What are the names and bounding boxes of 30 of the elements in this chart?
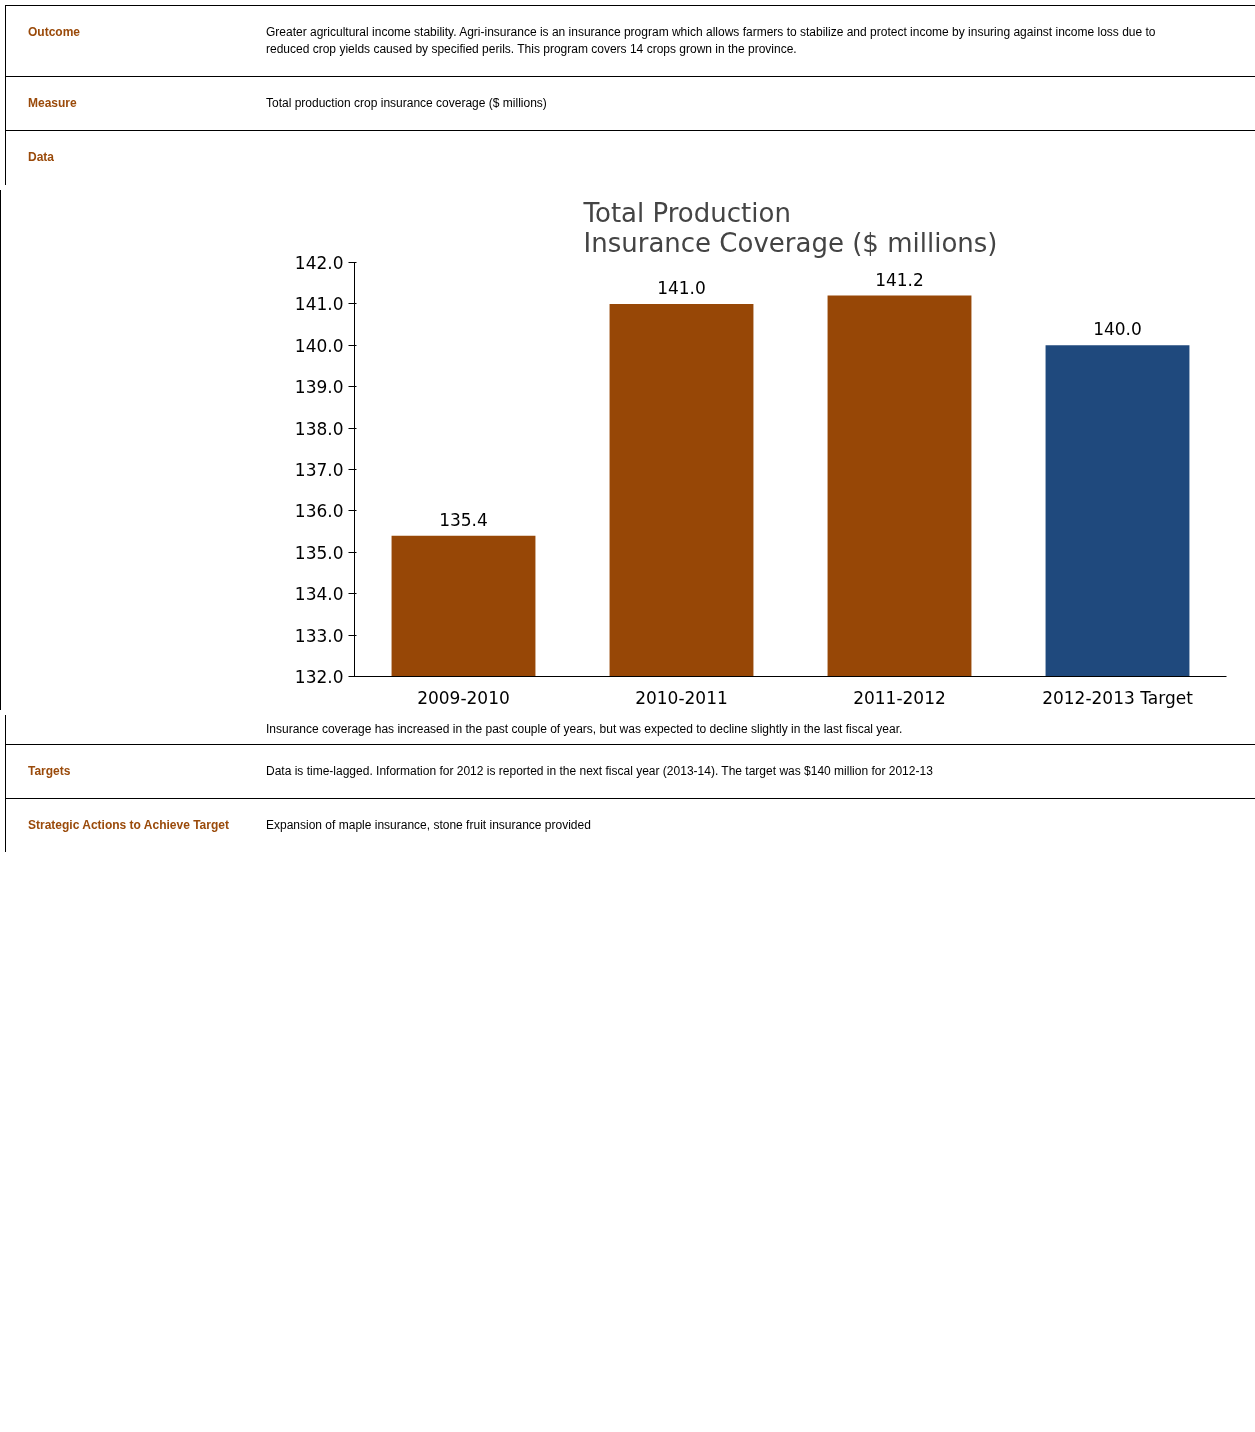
text: Total production crop insurance coverage ($ millions) xyxy=(266,95,548,113)
text: Measure xyxy=(27,95,78,113)
data-label: 140.0 xyxy=(1093,318,1142,339)
y-tick-label: 141.0 xyxy=(294,293,344,314)
y-tick-label: 135.0 xyxy=(294,542,344,563)
y-tick-label: 136.0 xyxy=(294,500,344,521)
y-tick-label: 134.0 xyxy=(294,583,344,604)
x-tick-label: 2010-2011 xyxy=(635,687,728,708)
text: Greater agricultural income stability. Agri-insurance is an insurance program which allows farmers to stabilize and protect income by insuring against income loss due to reduced crop yields caused by specified perils. This program covers 14 crops grown in the province. xyxy=(266,24,1157,59)
text: Data is time-lagged. Information for 2012 is reported in the next fiscal year (2013-14). The target was $140 million for 2012-13 xyxy=(266,762,934,780)
text: Strategic Actions to Achieve Target xyxy=(27,816,230,834)
data-label: 141.2 xyxy=(875,269,924,290)
y-tick-label: 142.0 xyxy=(294,252,344,273)
y-tick-label: 140.0 xyxy=(294,335,344,356)
x-tick-label: 2009-2010 xyxy=(417,687,510,708)
data-label: 141.0 xyxy=(657,277,706,298)
x-tick-label: 2011-2012 xyxy=(853,687,946,708)
y-tick-label: 139.0 xyxy=(294,376,344,397)
text: Insurance coverage has increased in the past couple of years, but was expected to decline slightly in the last fiscal year. xyxy=(266,720,904,738)
y-tick-label: 132.0 xyxy=(294,666,344,687)
x-tick-label: 2012-2013 Target xyxy=(1042,687,1194,708)
y-tick-label: 133.0 xyxy=(294,625,344,646)
text: Expansion of maple insurance, stone fruit insurance provided xyxy=(266,816,592,834)
data-label: 135.4 xyxy=(439,509,488,530)
text: Outcome xyxy=(27,24,81,41)
text: Data xyxy=(27,149,55,167)
y-tick-label: 137.0 xyxy=(294,459,344,480)
y-tick-label: 138.0 xyxy=(294,418,344,439)
text: Targets xyxy=(27,762,72,780)
chart-title: Total Production Insurance Coverage ($ millions) xyxy=(582,197,998,258)
